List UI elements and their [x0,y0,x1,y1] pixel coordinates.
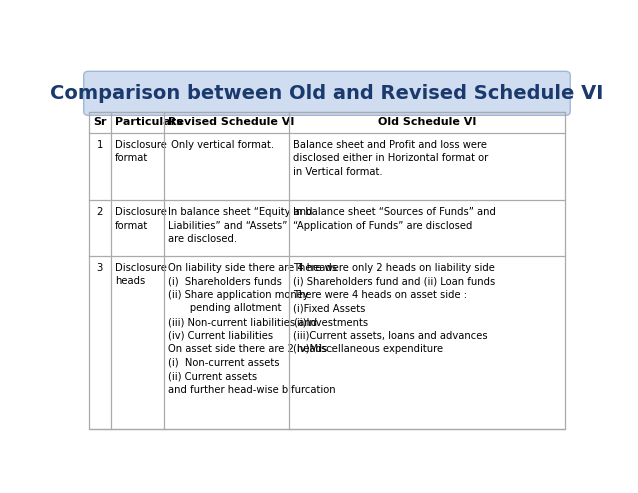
Text: 3: 3 [97,263,103,273]
Text: There were only 2 heads on liability side
(i) Shareholders fund and (ii) Loan fu: There were only 2 heads on liability sid… [293,263,495,354]
Text: Particulars: Particulars [115,117,182,127]
Text: Disclosure
heads: Disclosure heads [115,263,167,286]
Text: Disclosure
format: Disclosure format [115,207,167,231]
Text: On liability side there are 4 heads
(i)  Shareholders funds
(ii) Share applicati: On liability side there are 4 heads (i) … [168,263,337,395]
Text: Balance sheet and Profit and loss were
disclosed either in Horizontal format or
: Balance sheet and Profit and loss were d… [293,140,488,177]
Text: Comparison between Old and Revised Schedule VI: Comparison between Old and Revised Sched… [50,84,604,103]
FancyBboxPatch shape [84,71,570,115]
Text: In balance sheet “Equity and
Liabilities” and “Assets”
are disclosed.: In balance sheet “Equity and Liabilities… [168,207,313,245]
Text: In balance sheet “Sources of Funds” and
“Application of Funds” are disclosed: In balance sheet “Sources of Funds” and … [293,207,496,231]
Text: Revised Schedule VI: Revised Schedule VI [168,117,294,127]
Text: 2: 2 [97,207,103,217]
Text: Old Schedule VI: Old Schedule VI [378,117,476,127]
Text: Sr: Sr [93,117,107,127]
Text: Only vertical format.: Only vertical format. [168,140,274,150]
FancyBboxPatch shape [89,111,565,429]
Text: 1: 1 [97,140,103,150]
Text: Disclosure
format: Disclosure format [115,140,167,163]
